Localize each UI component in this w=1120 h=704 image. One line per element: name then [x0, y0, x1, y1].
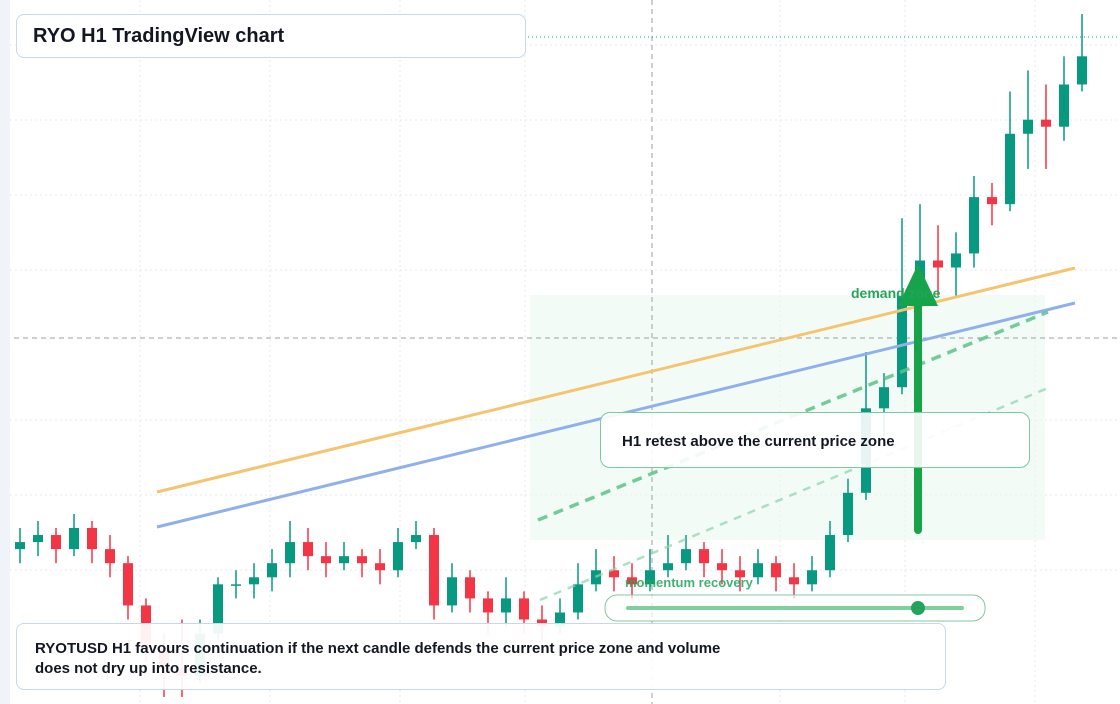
candle-body	[339, 556, 349, 564]
candle-body	[231, 584, 241, 586]
candle-body	[1041, 119, 1051, 127]
candle-body	[555, 612, 565, 627]
candle-body	[123, 563, 133, 606]
slider-dot	[911, 601, 925, 615]
candle-body	[267, 563, 277, 578]
candle-body	[879, 387, 889, 409]
chart-title: RYO H1 TradingView chart	[16, 14, 526, 58]
candle-body	[69, 528, 79, 550]
candle-body	[717, 563, 727, 571]
candle-body	[825, 535, 835, 571]
candle-body	[987, 197, 997, 205]
candle-body	[753, 563, 763, 578]
candle-body	[1005, 133, 1015, 205]
candle-body	[789, 577, 799, 585]
left-edge	[0, 0, 10, 704]
candle-body	[699, 549, 709, 564]
candle-body	[213, 584, 223, 634]
candle-body	[807, 570, 817, 585]
candle-body	[645, 570, 655, 585]
candle-body	[429, 535, 439, 606]
candle-body	[1023, 119, 1033, 134]
candle-body	[627, 577, 637, 585]
candle-body	[393, 542, 403, 571]
candle-body	[303, 542, 313, 557]
note: RYOTUSD H1 favours continuation if the n…	[16, 623, 946, 690]
candle-body	[15, 542, 25, 550]
candle-body	[573, 584, 583, 613]
channel-line	[539, 386, 1049, 602]
candle-body	[249, 577, 259, 585]
candle-body	[411, 535, 421, 543]
candle-body	[681, 549, 691, 564]
candle-body	[897, 295, 907, 388]
candle-body	[519, 598, 529, 620]
annotation: momentum recovery	[625, 575, 753, 590]
candle-body	[933, 260, 943, 268]
candle-body	[771, 563, 781, 578]
candle-body	[447, 577, 457, 606]
candle-body	[609, 570, 619, 578]
candle-body	[375, 563, 385, 571]
callout: H1 retest above the current price zone	[600, 412, 1030, 468]
candle-body	[663, 563, 673, 571]
annotation: demand zone	[851, 285, 941, 301]
candle-body	[735, 570, 745, 578]
candle-body	[465, 577, 475, 599]
candle-body	[357, 556, 367, 564]
candle-body	[105, 549, 115, 564]
candle-body	[483, 598, 493, 613]
note-text: RYOTUSD H1 favours continuation if the n…	[35, 640, 721, 677]
candle-body	[285, 542, 295, 564]
candle-body	[501, 598, 511, 613]
candle-body	[1059, 84, 1069, 127]
candle-body	[1077, 56, 1087, 85]
arrow-head	[898, 264, 938, 306]
candle-body	[87, 528, 97, 550]
candle-body	[951, 253, 961, 268]
candle-body	[969, 197, 979, 254]
candle-body	[33, 535, 43, 543]
candle-body	[321, 556, 331, 564]
candle-body	[51, 535, 61, 550]
candle-body	[843, 492, 853, 536]
